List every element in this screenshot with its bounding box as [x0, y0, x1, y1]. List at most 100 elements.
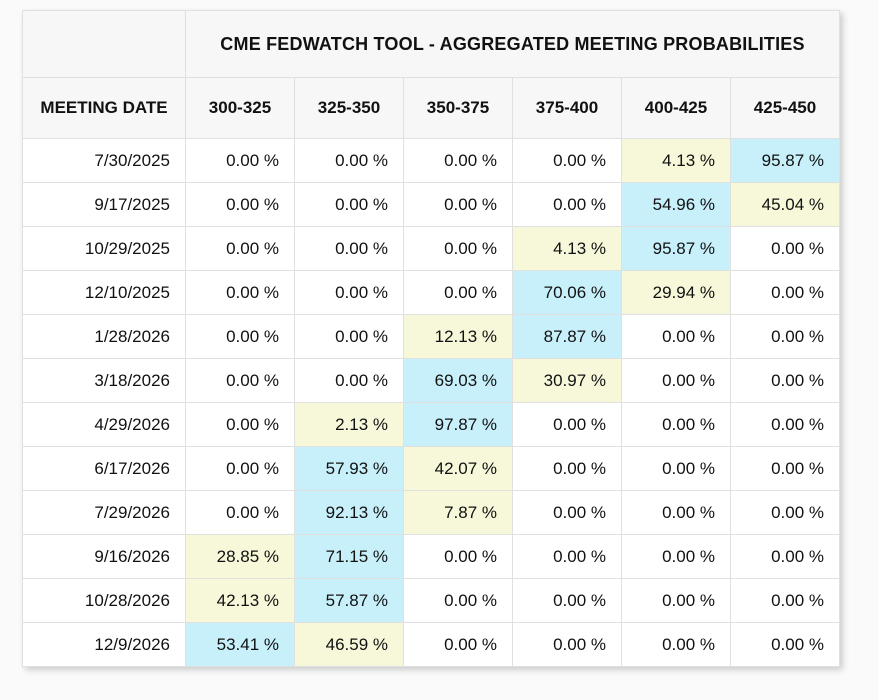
- probability-cell: 0.00 %: [294, 270, 404, 315]
- rate-column-header: 300-325: [185, 77, 295, 139]
- probability-cell: 69.03 %: [403, 358, 513, 403]
- probability-cell: 0.00 %: [512, 446, 622, 491]
- probability-cell: 2.13 %: [294, 402, 404, 447]
- probability-cell: 92.13 %: [294, 490, 404, 535]
- probability-cell: 12.13 %: [403, 314, 513, 359]
- probability-cell: 7.87 %: [403, 490, 513, 535]
- probability-cell: 0.00 %: [730, 534, 840, 579]
- rate-column-header: 325-350: [294, 77, 404, 139]
- probability-cell: 46.59 %: [294, 622, 404, 667]
- probability-cell: 42.13 %: [185, 578, 295, 623]
- probability-cell: 53.41 %: [185, 622, 295, 667]
- table-row: 12/10/2025 0.00 % 0.00 % 0.00 % 70.06 % 29.94…: [22, 270, 840, 315]
- probability-cell: 70.06 %: [512, 270, 622, 315]
- probability-cell: 0.00 %: [512, 402, 622, 447]
- probability-cell: 0.00 %: [185, 402, 295, 447]
- meeting-date-cell: 12/9/2026: [22, 622, 186, 667]
- probability-cell: 95.87 %: [621, 226, 731, 271]
- column-header-row: MEETING DATE 300-325 325-350 350-375 375…: [22, 77, 840, 139]
- table-row: 3/18/2026 0.00 % 0.00 % 69.03 % 30.97 % 0.00 …: [22, 358, 840, 403]
- meeting-date-cell: 10/28/2026: [22, 578, 186, 623]
- probability-cell: 0.00 %: [294, 226, 404, 271]
- probability-cell: 0.00 %: [730, 622, 840, 667]
- table-row: 7/30/2025 0.00 % 0.00 % 0.00 % 0.00 % 4.13 % 9…: [22, 138, 840, 183]
- probability-cell: 0.00 %: [621, 490, 731, 535]
- probability-cell: 0.00 %: [403, 622, 513, 667]
- meeting-date-cell: 4/29/2026: [22, 402, 186, 447]
- probability-cell: 87.87 %: [512, 314, 622, 359]
- probability-cell: 0.00 %: [185, 270, 295, 315]
- probability-cell: 0.00 %: [512, 490, 622, 535]
- probability-cell: 42.07 %: [403, 446, 513, 491]
- probability-cell: 0.00 %: [403, 138, 513, 183]
- probability-cell: 0.00 %: [512, 622, 622, 667]
- probability-cell: 0.00 %: [294, 182, 404, 227]
- rate-column-header: 375-400: [512, 77, 622, 139]
- probability-cell: 0.00 %: [730, 358, 840, 403]
- probability-cell: 0.00 %: [730, 226, 840, 271]
- probability-cell: 29.94 %: [621, 270, 731, 315]
- probability-cell: 0.00 %: [512, 182, 622, 227]
- table-row: 10/29/2025 0.00 % 0.00 % 0.00 % 4.13 % 95.87 …: [22, 226, 840, 271]
- probability-cell: 57.87 %: [294, 578, 404, 623]
- probability-cell: 95.87 %: [730, 138, 840, 183]
- probability-cell: 0.00 %: [730, 270, 840, 315]
- table-row: 4/29/2026 0.00 % 2.13 % 97.87 % 0.00 % 0.00 %…: [22, 402, 840, 447]
- probability-cell: 0.00 %: [185, 226, 295, 271]
- table-row: 12/9/2026 53.41 % 46.59 % 0.00 % 0.00 % 0.00 …: [22, 622, 840, 667]
- probability-cell: 0.00 %: [185, 490, 295, 535]
- meeting-date-header: MEETING DATE: [22, 77, 186, 139]
- rate-column-header: 425-450: [730, 77, 840, 139]
- probability-cell: 0.00 %: [512, 534, 622, 579]
- probability-cell: 0.00 %: [730, 578, 840, 623]
- probability-cell: 0.00 %: [621, 358, 731, 403]
- probability-cell: 0.00 %: [621, 534, 731, 579]
- probability-cell: 54.96 %: [621, 182, 731, 227]
- probability-cell: 28.85 %: [185, 534, 295, 579]
- probability-cell: 0.00 %: [185, 358, 295, 403]
- probability-cell: 0.00 %: [294, 138, 404, 183]
- meeting-date-cell: 3/18/2026: [22, 358, 186, 403]
- meeting-date-cell: 10/29/2025: [22, 226, 186, 271]
- table-row: 9/16/2026 28.85 % 71.15 % 0.00 % 0.00 % 0.00 …: [22, 534, 840, 579]
- table-row: 10/28/2026 42.13 % 57.87 % 0.00 % 0.00 % 0.00…: [22, 578, 840, 623]
- meeting-date-cell: 6/17/2026: [22, 446, 186, 491]
- probability-cell: 0.00 %: [730, 490, 840, 535]
- table-body: 7/30/2025 0.00 % 0.00 % 0.00 % 0.00 % 4.13 % 9…: [22, 138, 840, 667]
- probability-cell: 0.00 %: [403, 226, 513, 271]
- probability-cell: 0.00 %: [512, 578, 622, 623]
- probability-cell: 0.00 %: [621, 578, 731, 623]
- probability-cell: 0.00 %: [730, 402, 840, 447]
- probability-cell: 45.04 %: [730, 182, 840, 227]
- table-row: 1/28/2026 0.00 % 0.00 % 12.13 % 87.87 % 0.00 …: [22, 314, 840, 359]
- probability-cell: 71.15 %: [294, 534, 404, 579]
- probability-cell: 4.13 %: [512, 226, 622, 271]
- meeting-date-cell: 7/29/2026: [22, 490, 186, 535]
- meeting-date-cell: 1/28/2026: [22, 314, 186, 359]
- probability-cell: 57.93 %: [294, 446, 404, 491]
- probability-cell: 0.00 %: [621, 446, 731, 491]
- probability-cell: 0.00 %: [185, 182, 295, 227]
- probability-cell: 0.00 %: [621, 402, 731, 447]
- probability-cell: 0.00 %: [512, 138, 622, 183]
- fedwatch-probabilities-table: CME FEDWATCH TOOL - AGGREGATED MEETING P…: [22, 10, 840, 667]
- table-head: CME FEDWATCH TOOL - AGGREGATED MEETING P…: [22, 10, 840, 139]
- table-row: 9/17/2025 0.00 % 0.00 % 0.00 % 0.00 % 54.96 %…: [22, 182, 840, 227]
- table-row: 7/29/2026 0.00 % 92.13 % 7.87 % 0.00 % 0.00 %…: [22, 490, 840, 535]
- probability-cell: 0.00 %: [730, 446, 840, 491]
- fedwatch-table-container: CME FEDWATCH TOOL - AGGREGATED MEETING P…: [22, 10, 840, 667]
- probability-cell: 0.00 %: [621, 622, 731, 667]
- probability-cell: 97.87 %: [403, 402, 513, 447]
- meeting-date-cell: 7/30/2025: [22, 138, 186, 183]
- probability-cell: 0.00 %: [185, 446, 295, 491]
- probability-cell: 0.00 %: [621, 314, 731, 359]
- probability-cell: 0.00 %: [403, 534, 513, 579]
- table-row: 6/17/2026 0.00 % 57.93 % 42.07 % 0.00 % 0.00 …: [22, 446, 840, 491]
- meeting-date-cell: 9/17/2025: [22, 182, 186, 227]
- probability-cell: 0.00 %: [294, 358, 404, 403]
- title-row: CME FEDWATCH TOOL - AGGREGATED MEETING P…: [22, 10, 840, 78]
- probability-cell: 0.00 %: [294, 314, 404, 359]
- probability-cell: 0.00 %: [730, 314, 840, 359]
- rate-column-header: 400-425: [621, 77, 731, 139]
- meeting-date-cell: 9/16/2026: [22, 534, 186, 579]
